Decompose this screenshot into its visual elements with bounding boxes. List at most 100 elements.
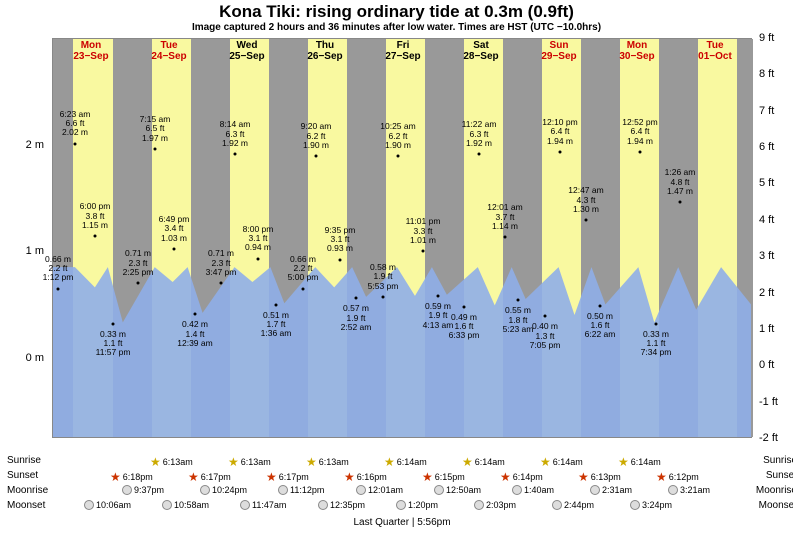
tide-point	[74, 142, 77, 145]
footer-time: ★6:13am	[306, 455, 349, 469]
day-header: Sat28−Sep	[442, 40, 520, 62]
tide-label: 1:26 am4.8 ft1.47 m	[655, 168, 705, 196]
footer-time: ★6:14pm	[500, 470, 543, 484]
tide-label: 9:35 pm3.1 ft0.93 m	[315, 226, 365, 254]
footer-time: ★6:14am	[384, 455, 427, 469]
day-header: Tue24−Sep	[130, 40, 208, 62]
day-header: Mon30−Sep	[598, 40, 676, 62]
day-header: Tue01−Oct	[676, 40, 754, 62]
tide-point	[275, 303, 278, 306]
tide-point	[220, 282, 223, 285]
tide-point	[355, 297, 358, 300]
footer-label: Sunset	[7, 470, 38, 481]
tide-point	[544, 315, 547, 318]
tide-label: 10:25 am6.2 ft1.90 m	[373, 122, 423, 150]
footer-time: 1:20pm	[396, 500, 438, 510]
day-header: Thu26−Sep	[286, 40, 364, 62]
tide-label: 0.40 m1.3 ft7:05 pm	[520, 322, 570, 350]
tide-label: 12:52 pm6.4 ft1.94 m	[615, 118, 665, 146]
tide-point	[194, 313, 197, 316]
tide-label: 0.50 m1.6 ft6:22 am	[575, 312, 625, 340]
tide-point	[339, 258, 342, 261]
tide-point	[94, 235, 97, 238]
footer-label: Moonset	[7, 500, 45, 511]
tide-label: 6:49 pm3.4 ft1.03 m	[149, 215, 199, 243]
tide-point	[639, 151, 642, 154]
footer-time: ★6:18pm	[110, 470, 153, 484]
tide-label: 0.66 m2.2 ft1:12 pm	[33, 255, 83, 283]
tide-point	[585, 219, 588, 222]
tide-label: 0.33 m1.1 ft11:57 pm	[88, 330, 138, 358]
tide-point	[154, 147, 157, 150]
footer-label: Sunset	[766, 470, 793, 481]
footer-label: Moonrise	[756, 485, 793, 496]
tide-label: 9:20 am6.2 ft1.90 m	[291, 122, 341, 150]
chart-subtitle: Image captured 2 hours and 36 minutes af…	[0, 22, 793, 35]
tide-point	[478, 153, 481, 156]
footer-time: ★6:13am	[228, 455, 271, 469]
footer-time: ★6:15pm	[422, 470, 465, 484]
tide-label: 0.71 m2.3 ft3:47 pm	[196, 249, 246, 277]
footer-time: 10:24pm	[200, 485, 247, 495]
tide-point	[504, 236, 507, 239]
footer-time: ★6:17pm	[188, 470, 231, 484]
footer-time: 9:37pm	[122, 485, 164, 495]
tide-label: 8:14 am6.3 ft1.92 m	[210, 120, 260, 148]
last-quarter: Last Quarter | 5:56pm	[52, 517, 752, 528]
tide-label: 6:23 am6.6 ft2.02 m	[50, 110, 100, 138]
footer-time: ★6:14am	[540, 455, 583, 469]
tide-label: 11:22 am6.3 ft1.92 m	[454, 120, 504, 148]
tide-point	[655, 322, 658, 325]
tide-label: 12:10 pm6.4 ft1.94 m	[535, 118, 585, 146]
footer-time: ★6:16pm	[344, 470, 387, 484]
tide-chart-container: Kona Tiki: rising ordinary tide at 0.3m …	[0, 0, 793, 538]
day-header: Sun29−Sep	[520, 40, 598, 62]
tide-label: 7:15 am6.5 ft1.97 m	[130, 115, 180, 143]
tide-label: 0.42 m1.4 ft12:39 am	[170, 320, 220, 348]
footer-time: 2:03pm	[474, 500, 516, 510]
footer-row-sunset: Sunset Sunset ★6:18pm★6:17pm★6:17pm★6:16…	[52, 470, 752, 485]
tide-point	[463, 305, 466, 308]
day-header: Wed25−Sep	[208, 40, 286, 62]
tide-point	[437, 295, 440, 298]
chart-title: Kona Tiki: rising ordinary tide at 0.3m …	[0, 0, 793, 22]
footer-time: 11:47am	[240, 500, 286, 510]
tide-label: 11:01 pm3.3 ft1.01 m	[398, 217, 448, 245]
footer-time: 1:40am	[512, 485, 554, 495]
footer-time: 12:50am	[434, 485, 481, 495]
footer-time: 12:01am	[356, 485, 403, 495]
tide-label: 0.33 m1.1 ft7:34 pm	[631, 330, 681, 358]
footer-row-moonrise: Moonrise Moonrise 9:37pm10:24pm11:12pm12…	[52, 485, 752, 500]
tide-point	[315, 155, 318, 158]
footer-time: 10:58am	[162, 500, 209, 510]
footer-time: ★6:17pm	[266, 470, 309, 484]
footer: Sunrise Sunrise ★6:13am★6:13am★6:13am★6:…	[52, 455, 752, 528]
tide-point	[679, 201, 682, 204]
tide-label: 12:01 am3.7 ft1.14 m	[480, 203, 530, 231]
day-header: Mon23−Sep	[52, 40, 130, 62]
footer-row-sunrise: Sunrise Sunrise ★6:13am★6:13am★6:13am★6:…	[52, 455, 752, 470]
footer-time: ★6:14am	[462, 455, 505, 469]
tide-label: 0.58 m1.9 ft5:53 pm	[358, 263, 408, 291]
footer-label: Sunrise	[763, 455, 793, 466]
tide-label: 6:00 pm3.8 ft1.15 m	[70, 202, 120, 230]
footer-time: 2:44pm	[552, 500, 594, 510]
footer-label: Moonset	[759, 500, 793, 511]
tide-point	[112, 322, 115, 325]
y-axis-right: -2 ft-1 ft0 ft1 ft2 ft3 ft4 ft5 ft6 ft7 …	[753, 38, 793, 438]
y-axis-left: 0 m1 m2 m	[0, 38, 50, 438]
tide-point	[397, 155, 400, 158]
footer-time: 11:12pm	[278, 485, 324, 495]
tide-point	[599, 304, 602, 307]
footer-row-moonset: Moonset Moonset 10:06am10:58am11:47am12:…	[52, 500, 752, 515]
tide-point	[422, 250, 425, 253]
tide-point	[137, 282, 140, 285]
footer-time: 10:06am	[84, 500, 131, 510]
tide-point	[57, 287, 60, 290]
tide-point	[257, 257, 260, 260]
footer-time: 2:31am	[590, 485, 632, 495]
footer-time: ★6:13pm	[578, 470, 621, 484]
day-header: Fri27−Sep	[364, 40, 442, 62]
tide-label: 0.51 m1.7 ft1:36 am	[251, 311, 301, 339]
tide-point	[302, 287, 305, 290]
